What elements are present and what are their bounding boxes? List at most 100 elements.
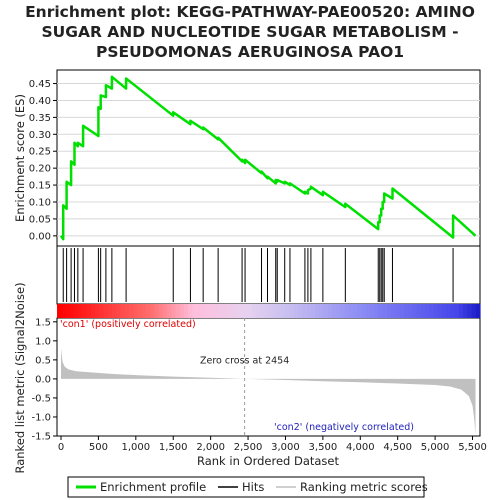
color-bar-segment xyxy=(416,304,422,318)
color-bar-segment xyxy=(454,304,460,318)
metric-y-tick-label: -0.5 xyxy=(31,393,51,404)
color-bar-segment xyxy=(196,304,202,318)
color-bar-segment xyxy=(107,304,113,318)
es-y-tick-label: 0.25 xyxy=(29,147,51,158)
color-bar-segment xyxy=(420,304,426,318)
x-tick-label: 1,500 xyxy=(159,442,188,453)
color-bar-segment xyxy=(230,304,236,318)
color-bar-segment xyxy=(86,304,92,318)
color-bar-segment xyxy=(238,304,244,318)
color-bar-segment xyxy=(357,304,363,318)
color-bar-segment xyxy=(116,304,122,318)
color-bar-segment xyxy=(179,304,185,318)
metric-y-tick-label: 1.0 xyxy=(35,336,51,347)
color-bar-segment xyxy=(73,304,79,318)
color-bar-segment xyxy=(463,304,468,318)
color-bar-segment xyxy=(374,304,380,318)
metric-y-tick-label: -1.0 xyxy=(31,412,51,423)
color-bar-segment xyxy=(408,304,413,318)
color-bar-segment xyxy=(137,304,143,318)
color-bar-segment xyxy=(65,304,71,318)
es-y-tick-label: 0.30 xyxy=(29,130,51,141)
color-bar-segment xyxy=(281,304,287,318)
x-tick-label: 500 xyxy=(89,442,108,453)
x-axis-label: Rank in Ordered Dataset xyxy=(197,454,340,468)
color-bar-segment xyxy=(306,304,312,318)
color-bar-segment xyxy=(141,304,147,318)
color-bar-segment xyxy=(386,304,392,318)
color-bar-segment xyxy=(166,304,172,318)
color-bar-segment xyxy=(120,304,126,318)
ranking-color-bar xyxy=(57,304,481,318)
color-bar-segment xyxy=(340,304,346,318)
zero-cross-label: Zero cross at 2454 xyxy=(200,356,289,367)
metric-y-ticks: -1.5 -1.0 -0.5 0.0 0.5 1.0 1.5 xyxy=(31,317,57,443)
color-bar-segment xyxy=(111,304,117,318)
legend-es-label: Enrichment profile xyxy=(100,480,206,494)
es-y-tick-label: 0.40 xyxy=(29,96,51,107)
color-bar-segment xyxy=(336,304,342,318)
color-bar-segment xyxy=(298,304,303,318)
x-tick-label: 4,000 xyxy=(346,442,375,453)
color-bar-segment xyxy=(95,304,100,318)
color-bar-segment xyxy=(293,304,299,318)
color-bar-segment xyxy=(209,304,215,318)
es-y-tick-label: 0.35 xyxy=(29,113,51,124)
color-bar-segment xyxy=(433,304,439,318)
color-bar-segment xyxy=(310,304,316,318)
color-bar-segment xyxy=(200,304,206,318)
enrichment-profile-line xyxy=(59,75,477,241)
color-bar-segment xyxy=(260,304,265,318)
color-bar-segment xyxy=(150,304,155,318)
hits-panel xyxy=(56,245,481,305)
color-bar-segment xyxy=(82,304,88,318)
color-bar-segment xyxy=(158,304,164,318)
es-grid xyxy=(57,83,480,237)
es-y-ticks: 0.00 0.05 0.10 0.15 0.20 0.25 0.30 0.35 0.40 0.45 xyxy=(29,79,57,242)
color-bar-segment xyxy=(226,304,232,318)
color-bar-segment xyxy=(425,304,430,318)
es-y-tick-label: 0.10 xyxy=(29,198,51,209)
color-bar-segment xyxy=(255,304,261,318)
color-bar-segment xyxy=(243,304,248,318)
metric-y-tick-label: 0.5 xyxy=(35,355,51,366)
color-bar-segment xyxy=(378,304,384,318)
color-bar-segment xyxy=(437,304,443,318)
color-bar-segment xyxy=(458,304,464,318)
color-bar-segment xyxy=(78,304,83,318)
color-bar-segment xyxy=(247,304,253,318)
legend-metric-label: Ranking metric scores xyxy=(300,480,428,494)
color-bar-segment xyxy=(221,304,227,318)
color-bar-segment xyxy=(171,304,177,318)
color-bar-segment xyxy=(69,304,75,318)
color-bar-segment xyxy=(403,304,409,318)
x-tick-label: 0 xyxy=(58,442,64,453)
color-bar-segment xyxy=(61,304,67,318)
x-tick-label: 5,500 xyxy=(458,442,487,453)
color-bar-segment xyxy=(331,304,337,318)
color-bar-segment xyxy=(429,304,435,318)
legend-box xyxy=(67,476,425,498)
es-y-tick-label: 0.15 xyxy=(29,181,51,192)
x-tick-label: 3,000 xyxy=(271,442,300,453)
color-bar-segment xyxy=(90,304,96,318)
color-bar-segment xyxy=(57,304,62,318)
color-bar-segment xyxy=(251,304,257,318)
es-y-tick-label: 0.00 xyxy=(29,231,51,242)
title-line-2: SUGAR AND NUCLEOTIDE SUGAR METABOLISM - xyxy=(41,23,458,41)
color-bar-segment xyxy=(289,304,295,318)
color-bar-segment xyxy=(188,304,193,318)
color-bar-segment xyxy=(133,304,138,318)
color-bar-segment xyxy=(399,304,405,318)
x-tick-label: 1,000 xyxy=(122,442,151,453)
color-bar-segment xyxy=(471,304,477,318)
color-bar-segment xyxy=(154,304,160,318)
color-bar-segment xyxy=(276,304,282,318)
color-bar-segment xyxy=(175,304,181,318)
color-bar-segment xyxy=(183,304,189,318)
x-tick-label: 4,500 xyxy=(383,442,412,453)
color-bar-segment xyxy=(353,304,358,318)
es-y-tick-label: 0.20 xyxy=(29,164,51,175)
x-axis-ticks: 0 500 1,000 1,500 2,000 2,500 3,000 3,500 4,000 4… xyxy=(58,436,487,453)
